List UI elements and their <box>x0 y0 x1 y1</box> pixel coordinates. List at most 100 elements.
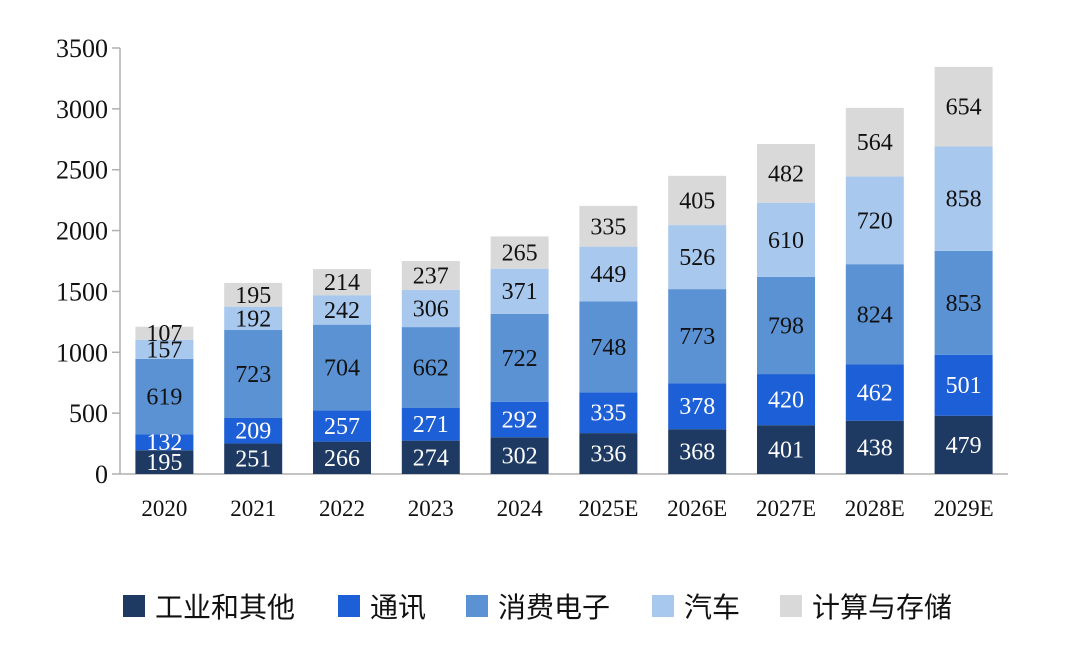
data-label: 405 <box>679 188 715 214</box>
bars: 1951326191571072512097231921952662577042… <box>135 66 993 476</box>
data-label: 335 <box>590 214 626 240</box>
data-label: 237 <box>413 263 449 289</box>
bar-segment <box>401 327 460 408</box>
legend-swatch <box>652 595 674 617</box>
legend-swatch <box>338 595 360 617</box>
x-tick-label: 2027E <box>756 496 816 521</box>
bar-segment <box>401 261 460 290</box>
bar-segment <box>845 264 904 365</box>
data-label: 619 <box>146 385 182 411</box>
bar-segment <box>135 339 194 359</box>
data-label: 336 <box>590 442 626 468</box>
bar-segment <box>845 176 904 265</box>
bar-segment <box>845 364 904 421</box>
data-label: 449 <box>590 262 626 288</box>
data-label: 371 <box>502 279 538 305</box>
data-label: 824 <box>857 302 893 328</box>
bar-segment <box>224 443 283 474</box>
data-label: 662 <box>413 355 449 381</box>
data-label: 271 <box>413 412 449 438</box>
bar-stack: 302 292 722 371 265 <box>490 236 549 474</box>
legend-label: 计算与存储 <box>812 591 952 624</box>
bar-segment <box>224 282 283 307</box>
data-label: 610 <box>768 228 804 254</box>
legend-label: 汽车 <box>684 591 740 624</box>
bar-segment <box>490 401 549 438</box>
data-label: 195 <box>146 450 182 476</box>
data-label: 720 <box>857 208 893 234</box>
y-tick-label: 2500 <box>56 156 108 185</box>
data-label: 853 <box>946 291 982 317</box>
legend-swatch <box>466 595 488 617</box>
bar-segment <box>313 324 371 411</box>
data-label: 132 <box>146 430 182 456</box>
bar-segment <box>135 358 194 435</box>
bar-segment <box>934 146 993 251</box>
y-axis: 0 500 1000 1500 2000 2500 3000 3500 <box>56 34 121 489</box>
bar-stack: 274 271 662 306 237 <box>401 261 460 474</box>
x-tick-label: 2025E <box>578 496 638 521</box>
bar-segment <box>668 429 727 474</box>
bar-segment <box>934 66 993 147</box>
bar-segment <box>757 425 815 474</box>
data-label: 501 <box>946 373 982 399</box>
x-axis: 2020 2021 2022 2023 2024 2025E 2026E 2027E 2028E… <box>120 473 1008 521</box>
x-tick-label: 2023 <box>408 496 454 521</box>
data-label: 242 <box>324 298 360 324</box>
legend-label: 工业和其他 <box>155 591 295 624</box>
data-label: 462 <box>857 381 893 407</box>
legend-item: 消费电子 <box>466 591 610 624</box>
bar-segment <box>579 246 638 302</box>
x-tick-label: 2024 <box>497 496 544 521</box>
data-label: 401 <box>768 438 804 464</box>
data-label: 482 <box>768 161 804 187</box>
x-tick-label: 2028E <box>845 496 905 521</box>
bar-segment <box>934 250 993 355</box>
bar-segment <box>490 268 549 314</box>
data-label: 335 <box>590 401 626 427</box>
y-tick-label: 3500 <box>56 34 108 63</box>
data-label: 704 <box>324 356 360 382</box>
x-tick-label: 2022 <box>319 496 365 521</box>
data-label: 748 <box>590 335 626 361</box>
bar-stack: 336 335 748 449 335 <box>579 205 638 474</box>
y-tick-label: 1500 <box>56 277 108 306</box>
y-tick-label: 2000 <box>56 217 108 246</box>
bar-segment <box>668 383 727 430</box>
bar-segment <box>401 407 460 441</box>
legend-item: 通讯 <box>338 591 426 624</box>
data-label: 195 <box>235 283 271 309</box>
data-label: 251 <box>235 447 271 473</box>
bar-segment <box>490 313 549 402</box>
y-tick-label: 1000 <box>56 338 108 367</box>
data-label: 302 <box>502 444 538 470</box>
bar-stack: 368 378 773 526 405 <box>668 175 727 474</box>
bar-segment <box>845 420 904 474</box>
data-label: 209 <box>235 419 271 445</box>
data-label: 564 <box>857 130 893 156</box>
legend: 工业和其他 通讯 消费电子 汽车 计算与存储 <box>123 591 952 624</box>
bar-segment <box>579 301 638 393</box>
y-tick-label: 3000 <box>56 95 108 124</box>
bar-segment <box>668 175 727 226</box>
data-label: 292 <box>502 407 538 433</box>
data-label: 438 <box>857 435 893 461</box>
data-label: 192 <box>235 306 271 332</box>
data-label: 274 <box>413 445 449 471</box>
bar-segment <box>135 326 194 340</box>
data-label: 654 <box>946 95 982 121</box>
bar-segment <box>668 225 727 290</box>
bar-segment <box>934 354 993 416</box>
y-tick-label: 500 <box>69 399 108 428</box>
bar-segment <box>313 410 371 442</box>
data-label: 157 <box>146 337 182 363</box>
legend-swatch <box>780 595 802 617</box>
bar-segment <box>224 306 283 331</box>
bar-segment <box>224 418 283 444</box>
x-tick-label: 2021 <box>230 496 276 521</box>
legend-item: 工业和其他 <box>123 591 295 624</box>
